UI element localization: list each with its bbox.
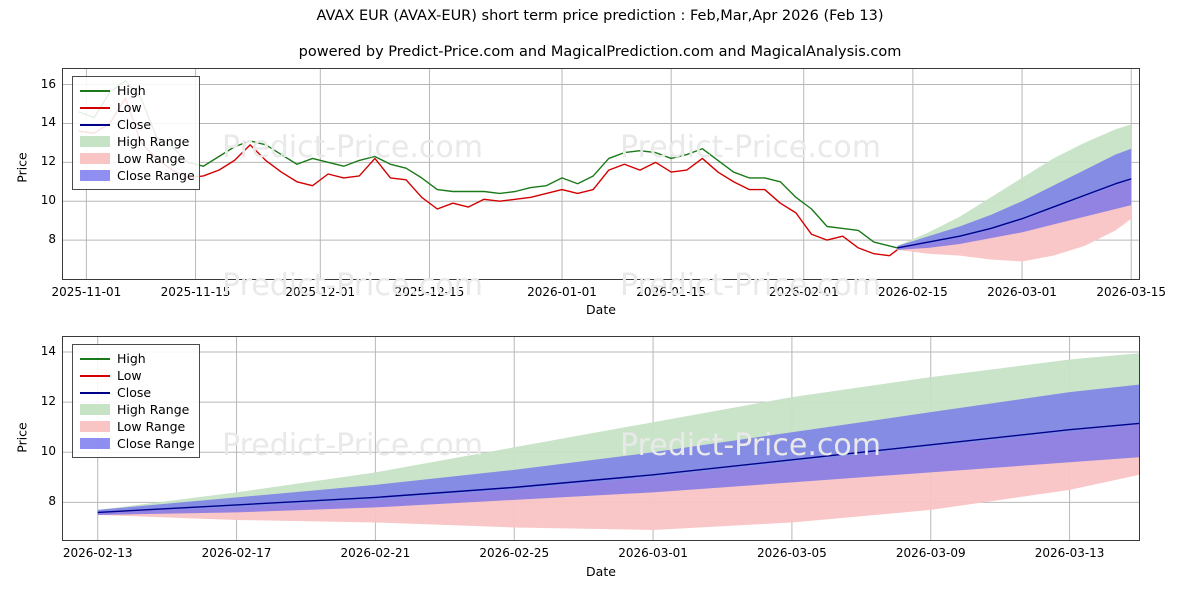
y-tick-label: 14 — [40, 344, 56, 359]
x-tick-label: 2026-03-01 — [987, 285, 1057, 299]
legend-item-low-range: Low Range — [80, 418, 192, 435]
y-tick-label: 8 — [48, 232, 56, 247]
legend-swatch-icon — [80, 370, 110, 381]
legend-label: Low Range — [117, 151, 186, 166]
legend-item-low: Low — [80, 99, 192, 116]
bottom-plot-area — [62, 336, 1140, 541]
legend-swatch-icon — [80, 136, 110, 147]
legend-label: High Range — [117, 402, 190, 417]
page-title: AVAX EUR (AVAX-EUR) short term price pre… — [316, 8, 884, 24]
legend-swatch-icon — [80, 153, 110, 164]
top-legend: High Low Close High Range Low Range Close Ran… — [72, 76, 200, 190]
x-tick-label: 2026-02-15 — [878, 285, 948, 299]
top-chart-panel: Price 2025-11-01 2025-11-15 2025-12-01 2025… — [15, 68, 1167, 317]
legend-swatch-icon — [80, 353, 110, 364]
legend-label: High Range — [117, 134, 190, 149]
page-subtitle: powered by Predict-Price.com and Magical… — [298, 44, 902, 60]
legend-label: High — [117, 83, 146, 98]
x-tick-label: 2026-02-13 — [62, 546, 133, 560]
x-tick-label: 2026-03-15 — [1096, 285, 1167, 299]
legend-label: Close Range — [117, 436, 195, 451]
x-tick-label: 2026-03-09 — [895, 546, 966, 560]
legend-swatch-icon — [80, 102, 110, 113]
y-tick-label: 10 — [40, 444, 56, 459]
legend-item-high-range: High Range — [80, 133, 192, 150]
legend-item-close: Close — [80, 384, 192, 401]
x-tick-label: 2025-11-15 — [160, 285, 231, 299]
x-tick-label: 2025-12-15 — [394, 285, 465, 299]
legend-label: Close — [117, 385, 152, 400]
y-tick-label: 14 — [40, 115, 56, 130]
legend-swatch-icon — [80, 170, 110, 181]
top-plot-area — [62, 68, 1140, 280]
x-tick-label: 2026-03-05 — [757, 546, 827, 560]
legend-label: High — [117, 351, 146, 366]
x-tick-label: 2025-11-01 — [51, 285, 122, 299]
legend-item-close-range: Close Range — [80, 435, 195, 452]
legend-swatch-icon — [80, 438, 110, 449]
bottom-legend: High Low Close High Range Low Range Close Ran… — [72, 344, 200, 458]
legend-item-low: Low — [80, 367, 192, 384]
legend-swatch-icon — [80, 387, 110, 398]
legend-swatch-icon — [80, 119, 110, 130]
legend-swatch-icon — [80, 85, 110, 96]
legend-item-high-range: High Range — [80, 401, 192, 418]
bottom-y-axis-label: Price — [14, 422, 30, 453]
legend-item-close-range: Close Range — [80, 167, 195, 184]
legend-item-high: High — [80, 82, 192, 99]
legend-label: Close Range — [117, 168, 195, 183]
y-tick-label: 12 — [40, 394, 56, 409]
legend-label: Low Range — [117, 419, 186, 434]
x-tick-label: 2026-03-13 — [1034, 546, 1105, 560]
x-tick-label: 2026-01-15 — [636, 285, 707, 299]
y-tick-label: 10 — [40, 193, 56, 208]
legend-item-close: Close — [80, 116, 192, 133]
x-tick-label: 2026-02-21 — [340, 546, 411, 560]
x-tick-label: 2026-01-01 — [527, 285, 597, 299]
legend-label: Low — [117, 100, 142, 115]
x-tick-label: 2026-02-25 — [479, 546, 550, 560]
bottom-x-axis-label: Date — [586, 564, 616, 579]
y-tick-label: 12 — [40, 154, 56, 169]
legend-item-high: High — [80, 350, 192, 367]
x-tick-label: 2025-12-01 — [285, 285, 356, 299]
y-tick-label: 8 — [48, 494, 56, 509]
bottom-chart-panel: Price 2026-02-13 2026-02-17 2026-02-21 2026… — [0, 322, 1200, 600]
legend-item-low-range: Low Range — [80, 150, 192, 167]
x-tick-label: 2026-02-17 — [201, 546, 272, 560]
y-tick-label: 16 — [40, 76, 56, 91]
x-tick-label: 2026-02-01 — [768, 285, 839, 299]
legend-swatch-icon — [80, 404, 110, 415]
top-x-axis-label: Date — [586, 302, 616, 317]
x-tick-label: 2026-03-01 — [618, 546, 688, 560]
legend-swatch-icon — [80, 421, 110, 432]
legend-label: Close — [117, 117, 152, 132]
legend-label: Low — [117, 368, 142, 383]
